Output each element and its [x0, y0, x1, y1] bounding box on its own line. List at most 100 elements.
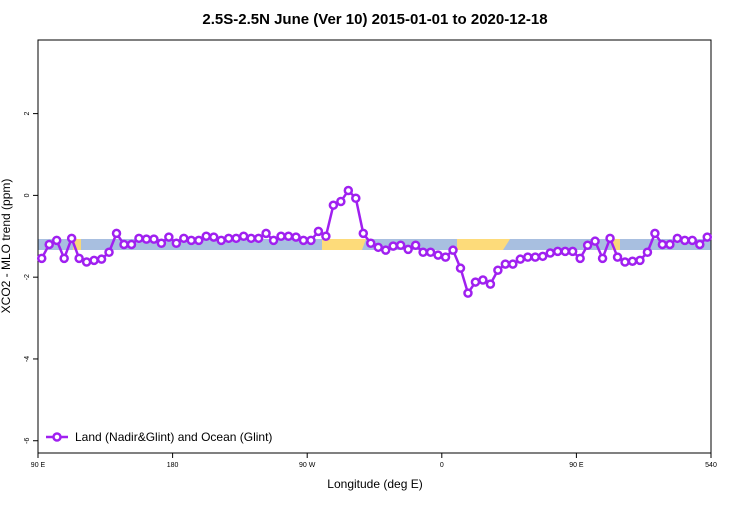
point	[448, 245, 458, 255]
point	[74, 253, 84, 264]
point	[96, 254, 107, 264]
point	[373, 242, 383, 253]
point	[156, 238, 167, 248]
point	[545, 248, 555, 258]
land-band	[322, 239, 366, 250]
point	[141, 234, 152, 244]
point	[478, 275, 488, 285]
point	[179, 233, 189, 244]
x-tick-label: 90 E	[31, 462, 46, 469]
x-tick-label: 0	[440, 462, 444, 469]
point	[418, 247, 428, 257]
point	[201, 231, 211, 242]
point	[455, 263, 466, 273]
legend-label: Land (Nadir&Glint) and Ocean (Glint)	[75, 430, 272, 444]
x-tick-label: 90 E	[569, 462, 584, 469]
point	[657, 239, 668, 250]
point	[635, 255, 645, 266]
y-axis-label: XCO2 - MLO trend (ppm)	[0, 179, 13, 314]
point	[44, 239, 54, 250]
point	[433, 250, 443, 260]
point	[440, 252, 451, 262]
point	[672, 233, 683, 244]
point	[410, 240, 421, 251]
point	[126, 239, 137, 250]
point	[351, 193, 361, 203]
point	[508, 259, 518, 269]
y-tick-label: -6	[24, 438, 31, 444]
point	[283, 231, 294, 242]
point	[552, 246, 563, 257]
point	[36, 253, 47, 264]
point	[485, 279, 496, 289]
y-tick-label: -2	[24, 274, 31, 280]
point	[515, 254, 526, 264]
x-tick-label: 540	[705, 462, 717, 469]
point	[560, 246, 570, 257]
point	[66, 233, 77, 244]
point	[223, 233, 234, 244]
point	[590, 236, 600, 246]
point	[403, 244, 413, 255]
point	[268, 235, 279, 246]
point	[425, 247, 436, 257]
point	[246, 233, 256, 244]
point	[313, 226, 324, 237]
point	[463, 288, 473, 298]
point	[119, 239, 129, 250]
point	[343, 185, 354, 196]
point	[650, 228, 660, 239]
point	[149, 234, 159, 244]
point	[306, 235, 316, 246]
point	[605, 233, 615, 244]
point	[695, 239, 705, 250]
point	[336, 196, 346, 207]
point	[276, 231, 286, 242]
point	[582, 240, 593, 251]
point	[366, 238, 376, 248]
point	[171, 238, 182, 248]
point	[687, 235, 698, 246]
point	[680, 235, 690, 246]
point	[380, 245, 391, 255]
point	[238, 231, 249, 242]
land-band	[612, 239, 620, 250]
point	[620, 257, 630, 267]
point	[538, 251, 548, 262]
point	[328, 200, 339, 210]
point	[358, 228, 369, 239]
point	[164, 232, 174, 242]
point	[134, 233, 144, 244]
x-axis-label: Longitude (deg E)	[327, 477, 422, 491]
point	[81, 257, 92, 267]
point	[231, 233, 241, 244]
point	[567, 246, 578, 257]
legend-marker	[52, 432, 62, 442]
plot-frame	[37, 39, 712, 454]
point	[627, 256, 638, 266]
chart-title: 2.5S-2.5N June (Ver 10) 2015-01-01 to 20…	[202, 11, 547, 28]
point	[612, 252, 623, 262]
y-tick-label: -4	[24, 356, 31, 362]
point	[51, 235, 62, 246]
point	[321, 231, 331, 242]
point	[702, 232, 713, 242]
point	[104, 247, 114, 257]
point	[470, 277, 481, 287]
point	[111, 228, 122, 239]
x-tick-label: 90 W	[299, 462, 316, 469]
point	[298, 235, 309, 246]
point	[493, 265, 503, 275]
y-tick-label: 2	[24, 112, 31, 116]
land-band	[457, 239, 510, 250]
y-tick-label: 0	[24, 193, 31, 197]
point	[186, 235, 197, 246]
point	[530, 252, 541, 262]
point	[395, 240, 406, 251]
point	[388, 241, 398, 251]
point	[216, 235, 226, 246]
x-tick-label: 180	[167, 462, 179, 469]
point	[500, 259, 511, 269]
